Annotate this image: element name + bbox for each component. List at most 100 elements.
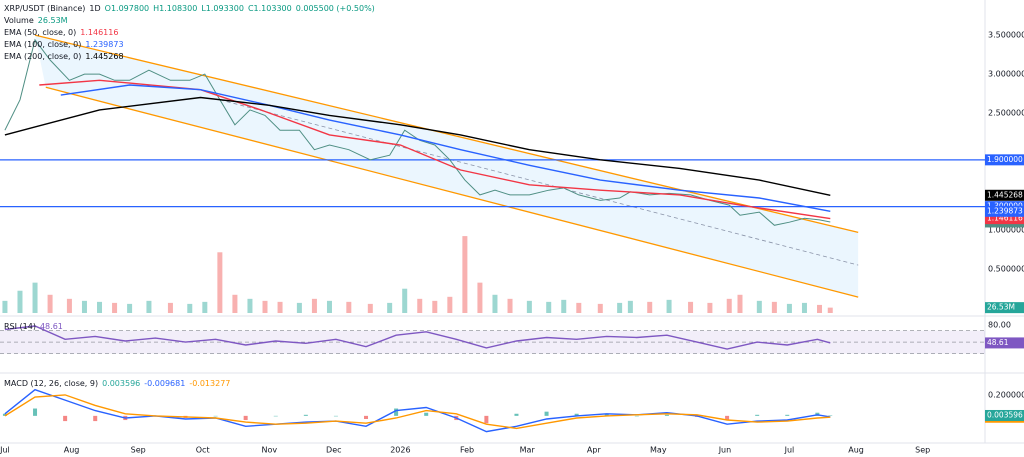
header-text: O1.097800 bbox=[105, 4, 149, 13]
legend-line: Volume 26.53M bbox=[4, 16, 68, 25]
axis-tag bbox=[985, 337, 1024, 349]
macd-histogram-bar bbox=[664, 414, 669, 416]
y-tick-label: 80.00 bbox=[988, 320, 1011, 329]
series-line bbox=[4, 96, 831, 196]
volume-bar bbox=[81, 300, 87, 313]
channel-line bbox=[45, 86, 859, 298]
x-tick-label: Sep bbox=[915, 446, 930, 455]
legend-value: 26.53M bbox=[38, 16, 68, 25]
x-tick-label: Nov bbox=[261, 446, 277, 455]
volume-bar bbox=[707, 302, 713, 313]
x-tick-label: Apr bbox=[587, 446, 602, 455]
y-tick-label: 2.500000 bbox=[988, 109, 1024, 118]
volume-bar bbox=[247, 298, 253, 313]
x-tick-label: Jul bbox=[0, 446, 10, 455]
x-tick-label: Mar bbox=[520, 446, 536, 455]
y-tick-label: 3.000000 bbox=[988, 70, 1024, 79]
x-tick-label: Aug bbox=[848, 446, 864, 455]
macd-histogram-bar bbox=[725, 415, 730, 421]
header-text: 0.005500 (+0.50%) bbox=[296, 4, 375, 13]
macd-histogram-bar bbox=[544, 411, 549, 416]
volume-bar bbox=[827, 307, 833, 313]
volume-bar bbox=[477, 282, 483, 313]
volume-bar bbox=[597, 303, 603, 313]
x-tick-label: Jul bbox=[784, 446, 795, 455]
macd-histogram-bar bbox=[273, 415, 278, 417]
volume-bar bbox=[526, 300, 532, 313]
legend-name: EMA (200, close, 0) bbox=[4, 52, 81, 61]
legend-name: MACD (12, 26, close, 9) bbox=[4, 379, 98, 388]
header-line: XRP/USDT (Binance) 1D O1.097800 H1.108300 L1… bbox=[4, 4, 375, 13]
x-tick-label: Feb bbox=[460, 446, 474, 455]
volume-bar bbox=[167, 302, 173, 313]
legend-line: MACD (12, 26, close, 9) 0.003596 -0.009681… bbox=[4, 379, 230, 388]
x-tick-label: Oct bbox=[196, 446, 210, 455]
volume-bar bbox=[346, 301, 352, 313]
volume-bar bbox=[262, 300, 268, 313]
volume-bar bbox=[786, 303, 792, 313]
header-text: XRP/USDT (Binance) bbox=[4, 4, 85, 13]
header-text: C1.103300 bbox=[248, 4, 292, 13]
volume-bar bbox=[432, 300, 438, 313]
macd-histogram-bar bbox=[243, 415, 248, 421]
volume-bar bbox=[217, 252, 223, 313]
volume-bar bbox=[627, 300, 633, 313]
channel-line bbox=[219, 99, 859, 266]
legend-value: 0.003596 bbox=[102, 379, 140, 388]
legend-name: RSI (14) bbox=[4, 322, 36, 331]
volume-bar bbox=[492, 294, 498, 313]
axis-tag bbox=[985, 213, 1024, 225]
series-line bbox=[60, 84, 831, 212]
axis-tag bbox=[985, 189, 1024, 201]
macd-histogram-bar bbox=[303, 414, 308, 416]
volume-bar bbox=[17, 290, 23, 313]
volume-bar bbox=[771, 301, 777, 313]
volume-bar bbox=[311, 298, 317, 313]
macd-histogram-bar bbox=[63, 415, 68, 422]
volume-bar bbox=[187, 303, 193, 313]
legend-line: EMA (100, close, 0) 1.239873 bbox=[4, 40, 124, 49]
volume-bar bbox=[202, 301, 208, 313]
volume-bar bbox=[232, 294, 238, 313]
volume-bar bbox=[97, 301, 103, 313]
volume-bar bbox=[666, 299, 672, 313]
volume-bar bbox=[756, 300, 762, 313]
volume-bar bbox=[402, 288, 408, 313]
volume-bar bbox=[447, 296, 453, 313]
legend-name: EMA (100, close, 0) bbox=[4, 40, 81, 49]
volume-bar bbox=[801, 302, 807, 313]
legend-value: 48.61 bbox=[40, 322, 63, 331]
volume-bar bbox=[32, 282, 38, 313]
macd-histogram-bar bbox=[574, 413, 579, 416]
volume-bar bbox=[2, 300, 8, 313]
volume-bar bbox=[546, 301, 552, 313]
volume-bar bbox=[688, 301, 694, 313]
channel-line bbox=[34, 34, 859, 234]
axis-tag-label: 1.239873 bbox=[987, 206, 1023, 215]
x-tick-label: Aug bbox=[64, 446, 80, 455]
volume-bar bbox=[146, 300, 152, 313]
macd-histogram-bar bbox=[213, 415, 218, 417]
volume-bar bbox=[296, 302, 302, 313]
legend-value: 1.146116 bbox=[80, 28, 118, 37]
header-text: L1.093300 bbox=[201, 4, 244, 13]
header-text: 1D bbox=[89, 4, 100, 13]
macd-histogram-bar bbox=[785, 414, 790, 416]
volume-bar bbox=[66, 298, 72, 313]
macd-histogram-bar bbox=[604, 413, 609, 416]
series-line bbox=[4, 394, 831, 430]
y-tick-label: 1.000000 bbox=[988, 226, 1024, 235]
macd-histogram-bar bbox=[755, 414, 760, 416]
volume-bar bbox=[817, 304, 823, 313]
axis-tag-label: 0.003596 bbox=[987, 410, 1023, 419]
volume-bar bbox=[726, 298, 732, 313]
y-tick-label: 3.500000 bbox=[988, 31, 1024, 40]
y-tick-label: 0.200000 bbox=[988, 390, 1024, 399]
volume-bar bbox=[367, 303, 373, 313]
macd-histogram-bar bbox=[424, 412, 429, 416]
legend-name: EMA (50, close, 0) bbox=[4, 28, 76, 37]
volume-bar bbox=[112, 302, 118, 313]
macd-histogram-bar bbox=[33, 408, 38, 416]
x-tick-label: 2026 bbox=[390, 446, 410, 455]
volume-bar bbox=[561, 299, 567, 313]
